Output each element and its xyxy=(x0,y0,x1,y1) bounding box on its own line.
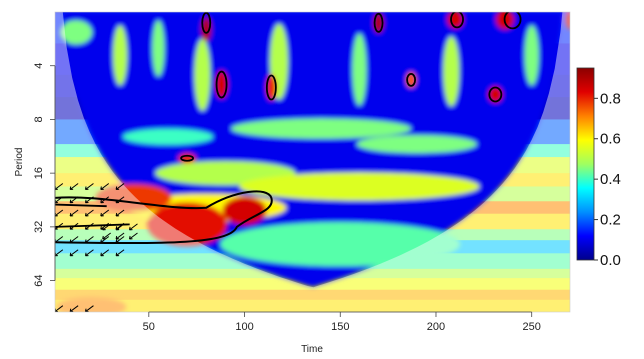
plot-area xyxy=(55,12,570,312)
x-tick-label: 200 xyxy=(427,321,445,333)
power-blob xyxy=(524,25,539,86)
x-tick-label: 250 xyxy=(523,321,541,333)
power-blob xyxy=(352,33,367,106)
period-band xyxy=(55,289,570,301)
high-power-blob xyxy=(222,196,267,225)
significance-contour xyxy=(373,12,384,33)
phase-arrow xyxy=(84,209,94,217)
high-power-blob xyxy=(201,17,212,42)
y-axis-title: Period xyxy=(14,148,25,177)
power-blob xyxy=(239,172,480,201)
phase-arrow xyxy=(84,222,94,230)
colorbar: 0.0 0.2 0.4 0.6 0.8 xyxy=(576,67,621,269)
y-tick-label: 64 xyxy=(33,274,45,286)
significance-contour xyxy=(180,154,195,162)
power-blob xyxy=(60,20,93,45)
significance-contour xyxy=(265,74,277,101)
significance-contour xyxy=(503,12,522,30)
colorbar-rect xyxy=(576,67,595,261)
significance-contour xyxy=(201,12,212,34)
colorbar-tick-label: 0.6 xyxy=(600,131,621,148)
y-tick-label: 8 xyxy=(33,116,45,122)
heatmap-features xyxy=(55,12,570,312)
phase-arrow xyxy=(115,209,125,217)
phase-arrow xyxy=(84,249,94,257)
high-power-blob xyxy=(56,297,127,312)
high-power-blob xyxy=(266,74,277,101)
high-power-blob xyxy=(147,202,228,247)
colorbar-tick-label: 0.8 xyxy=(600,90,621,107)
phase-arrow xyxy=(84,305,94,312)
significance-contours xyxy=(55,12,522,245)
phase-arrow xyxy=(69,196,79,204)
phase-arrow xyxy=(69,183,79,190)
phase-arrow xyxy=(100,196,110,204)
phase-arrows xyxy=(55,183,138,312)
x-tick-label: 150 xyxy=(331,321,349,333)
phase-arrow xyxy=(102,232,111,240)
phase-arrow xyxy=(100,183,110,190)
phase-arrow xyxy=(115,196,125,204)
x-tick-label: 100 xyxy=(235,321,253,333)
significance-contour xyxy=(55,223,130,228)
power-blob xyxy=(220,222,461,267)
x-axis: 50 100 150 200 250 xyxy=(143,311,541,333)
phase-arrow xyxy=(102,223,111,231)
colorbar-ticks: 0.0 0.2 0.4 0.6 0.8 xyxy=(594,90,621,269)
significance-contour xyxy=(488,86,503,103)
y-tick-label: 32 xyxy=(33,221,45,233)
phase-arrow xyxy=(100,249,110,257)
phase-arrow xyxy=(115,236,125,244)
significance-contour xyxy=(55,190,273,245)
phase-arrow xyxy=(129,232,138,240)
colorbar-tick-label: 0.0 xyxy=(600,252,621,269)
cone-of-influence-shade xyxy=(55,12,570,312)
phase-arrow xyxy=(84,236,94,244)
phase-arrow xyxy=(115,223,125,231)
phase-arrow xyxy=(115,232,125,240)
significance-contour xyxy=(450,12,464,29)
phase-arrow xyxy=(69,305,79,312)
phase-arrow xyxy=(129,223,138,231)
phase-arrow xyxy=(100,209,110,217)
colorbar-tick-label: 0.4 xyxy=(600,171,621,188)
significance-contour xyxy=(215,70,228,99)
y-tick-label: 16 xyxy=(33,167,45,179)
period-band xyxy=(55,299,570,312)
x-axis-title: Time xyxy=(301,344,323,355)
power-blob xyxy=(443,36,460,107)
x-tick-label: 50 xyxy=(143,321,155,333)
power-blob xyxy=(231,118,412,139)
power-blob xyxy=(194,38,211,111)
phase-arrow xyxy=(69,222,79,230)
colorbar-tick-label: 0.2 xyxy=(600,212,621,229)
high-power-blob xyxy=(488,86,503,103)
power-blob xyxy=(122,128,213,145)
high-power-blob xyxy=(565,12,570,30)
phase-arrow xyxy=(69,209,79,217)
high-power-blob xyxy=(215,70,228,99)
phase-arrow xyxy=(84,183,94,190)
phase-arrow xyxy=(100,236,110,244)
y-tick-label: 4 xyxy=(33,63,45,69)
phase-arrow xyxy=(115,249,125,257)
phase-arrow xyxy=(69,236,79,244)
significance-contour xyxy=(406,72,416,87)
phase-arrow xyxy=(84,196,94,204)
power-blob xyxy=(356,135,477,154)
power-blob xyxy=(152,20,165,77)
power-blob xyxy=(113,25,128,86)
significance-contour xyxy=(55,203,107,208)
phase-arrow xyxy=(115,183,125,190)
phase-arrow xyxy=(69,249,79,257)
y-axis: 4 8 16 32 64 xyxy=(33,63,56,287)
